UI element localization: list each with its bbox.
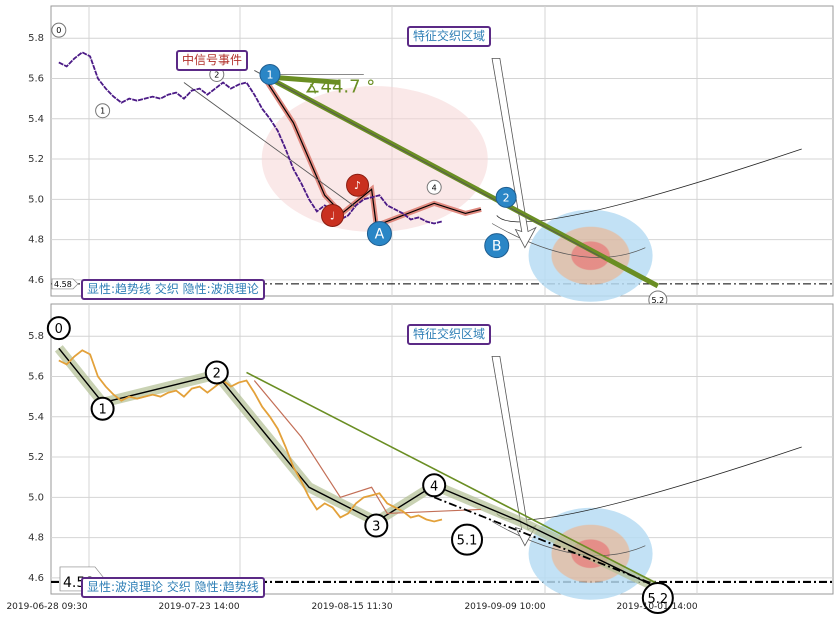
y-tick-label: 4.8: [28, 533, 44, 544]
x-axis-ticks: 2019-06-28 09:30 2019-07-23 14:00 2019-08-…: [6, 602, 697, 612]
wave-point-label: 4: [430, 479, 438, 494]
wave-point-label: 1: [98, 403, 106, 418]
lettered-point-marker: [484, 233, 510, 259]
legend-label-top: 显性:趋势线 交织 隐性:波浪理论: [81, 279, 265, 300]
projection-curve: [496, 148, 802, 223]
price-series: [58, 349, 443, 523]
y-tick-label: 5.2: [28, 452, 44, 463]
zone-label-bottom: 特征交织区域: [407, 324, 492, 345]
y-tick-label: 5.0: [28, 194, 44, 205]
x-tick-label: 2019-09-09 10:00: [464, 602, 545, 612]
zone-curve: [491, 223, 646, 258]
wave-point-label: 0: [56, 26, 61, 35]
y-tick-label: 5.4: [28, 114, 44, 125]
top-panel: 4.6 4.8 5.0 5.2 5.4 5.6 5.8 ∡44.7 ° 0 1 2 4 5.2 1 2 A B ♪…: [28, 5, 834, 310]
y-tick-label: 5.0: [28, 492, 44, 503]
wave-point-marker: [90, 396, 115, 421]
zone-label-top: 特征交织区域: [407, 26, 492, 47]
wave-point-marker: [95, 103, 111, 119]
wave-point-marker: [51, 22, 67, 38]
x-tick-label: 2019-10-01 14:00: [616, 602, 697, 612]
y-tick-label: 5.8: [28, 33, 44, 44]
wave-point-marker: [364, 513, 389, 538]
wave-point-label: 2: [213, 366, 221, 381]
wave-point-marker: [204, 360, 229, 385]
lettered-point-marker: [366, 221, 392, 247]
wave-point-marker: [46, 316, 71, 341]
wave-line: [261, 74, 482, 227]
wave-point-marker: [641, 582, 674, 615]
level-value: 4.58: [54, 280, 72, 289]
numbered-point-label: 1: [266, 68, 273, 81]
trend-line-thin: [183, 82, 357, 208]
wave-point-label: 0: [55, 322, 63, 337]
y-tick-label: 4.8: [28, 235, 44, 246]
trend-support-line: [254, 70, 607, 261]
x-tick-label: 2019-06-28 09:30: [6, 602, 87, 612]
note-point-label: ♪: [354, 179, 361, 192]
y-tick-label: 4.6: [28, 275, 44, 286]
lettered-point-label: A: [375, 227, 385, 243]
y-tick-label: 5.2: [28, 154, 44, 165]
wave-point-label: 3: [372, 520, 380, 535]
plot-area: [50, 303, 834, 595]
numbered-point-marker: [495, 186, 517, 208]
wave-point-marker: [451, 523, 484, 556]
angle-label: ∡44.7 °: [304, 77, 375, 98]
price-series: [58, 51, 443, 225]
event-label: 中信号事件: [176, 50, 249, 71]
x-tick-label: 2019-07-23 14:00: [158, 602, 239, 612]
note-point-marker: [321, 203, 345, 227]
wave-point-label: 2: [214, 70, 219, 79]
x-tick-label: 2019-08-15 11:30: [311, 602, 392, 612]
sub-wave-line: [253, 380, 482, 515]
wave-line: [58, 347, 659, 589]
wave-point-label: 5.2: [651, 296, 664, 305]
main-trendline: [246, 371, 659, 585]
lettered-point-label: B: [492, 239, 502, 255]
y-tick-label: 5.6: [28, 74, 44, 85]
wave-point-label: 5.2: [647, 592, 668, 607]
y-tick-label: 5.4: [28, 412, 44, 423]
wave-point-marker: [426, 179, 442, 195]
y-tick-label: 4.6: [28, 573, 44, 584]
wave-point-label: 5.1: [457, 534, 478, 549]
zone-arrow: [491, 57, 537, 249]
wave-point-label: 4: [432, 183, 437, 192]
interlace-zone: [528, 209, 653, 302]
note-point-label: ♩: [330, 209, 335, 222]
legend-label-bottom: 显性:波浪理论 交织 隐性:趋势线: [81, 577, 265, 598]
y-tick-label: 5.6: [28, 372, 44, 383]
y-tick-label: 5.8: [28, 331, 44, 342]
numbered-point-marker: [259, 63, 281, 85]
level-tag: [51, 278, 79, 290]
wave-point-label: 1: [100, 107, 105, 116]
note-point-marker: [346, 173, 370, 197]
wave-point-marker: [422, 473, 447, 498]
signal-zone: [261, 86, 488, 233]
numbered-point-label: 2: [503, 191, 510, 204]
